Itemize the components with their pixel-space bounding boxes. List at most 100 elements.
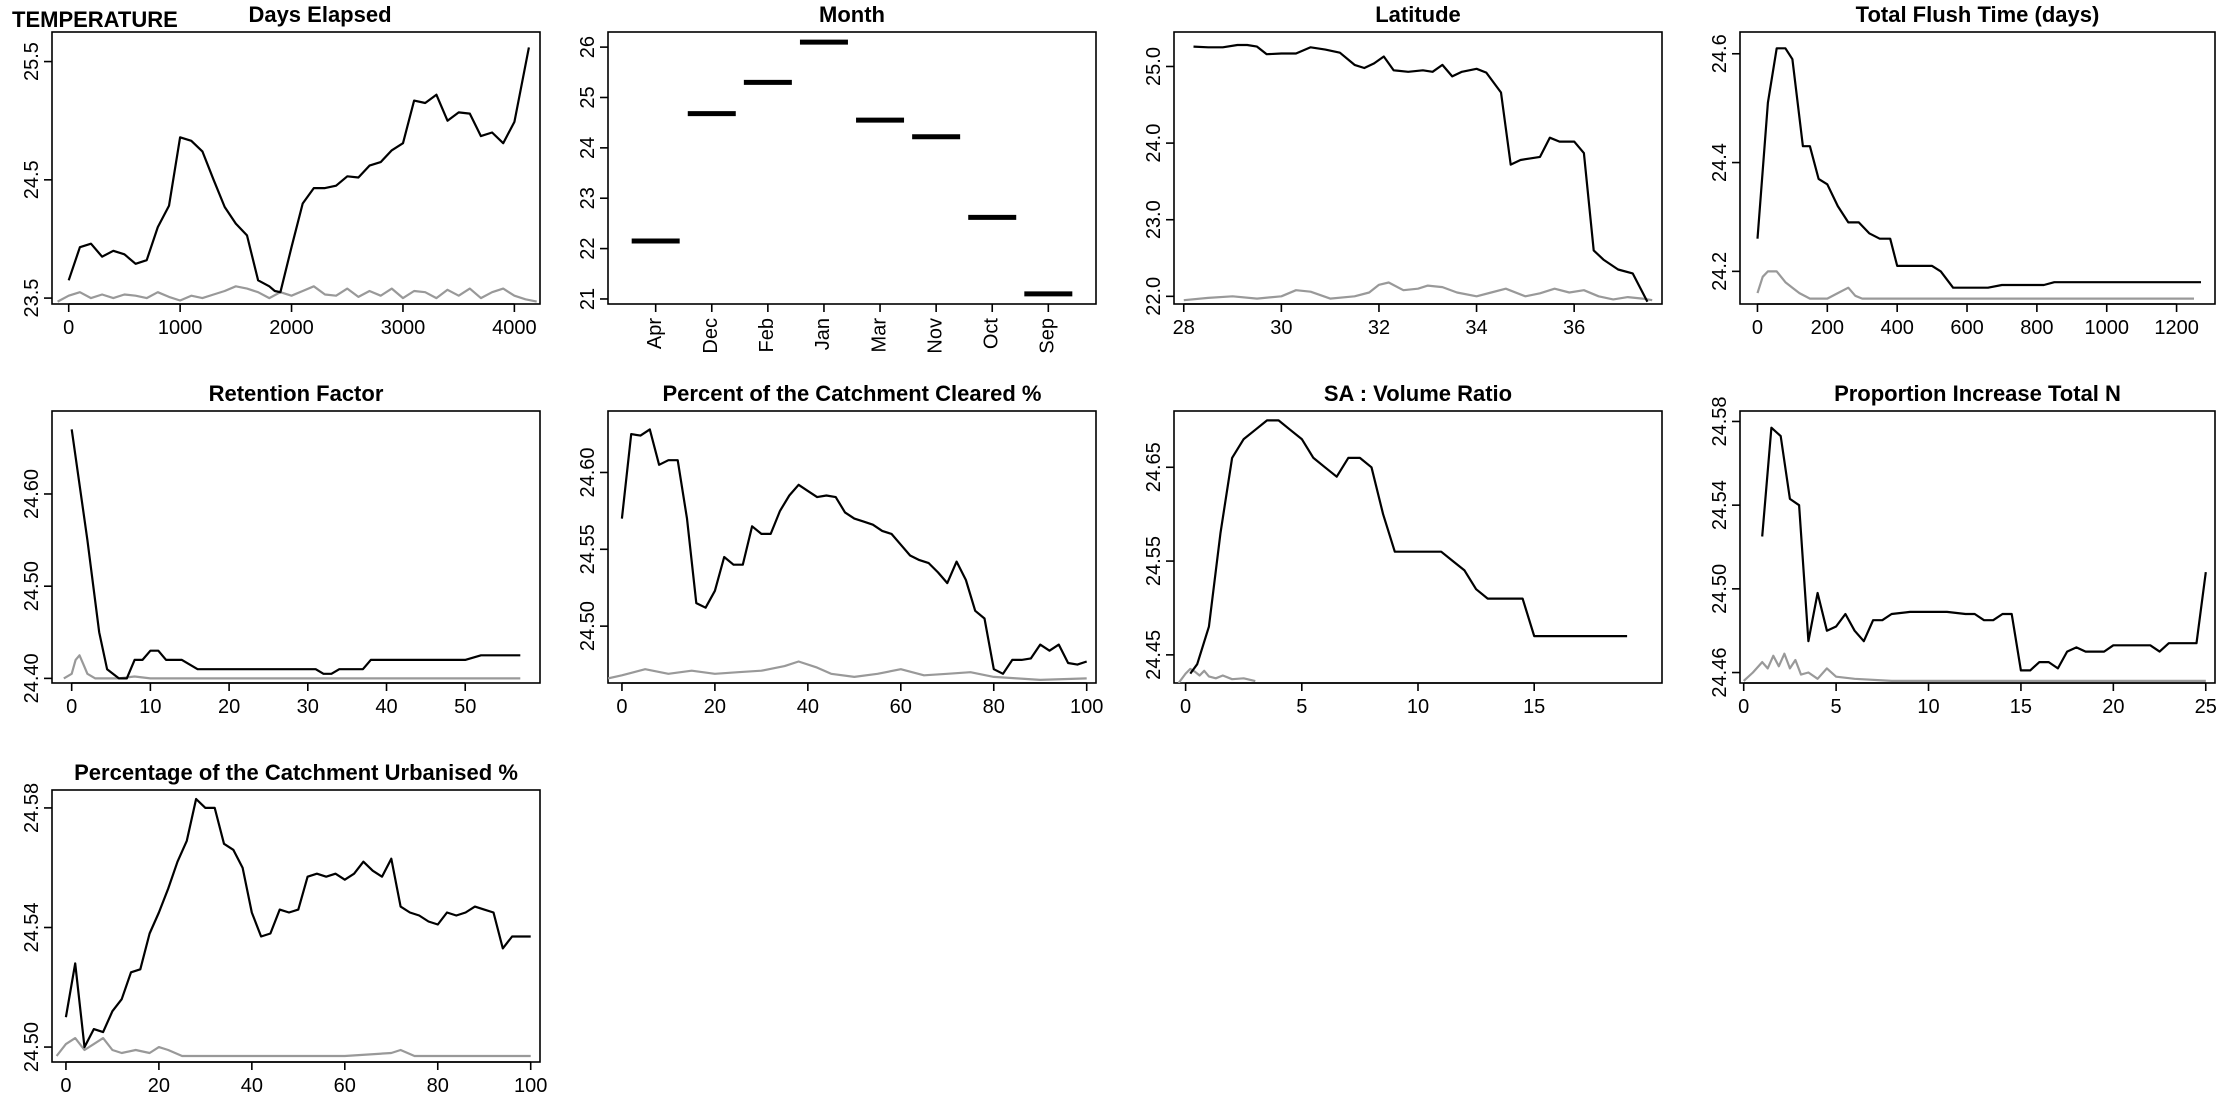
density-line <box>1742 652 2206 683</box>
y-tick-label: 24 <box>577 137 599 159</box>
y-tick-label: 24.55 <box>1143 536 1165 586</box>
x-tick-label: 100 <box>1070 696 1103 718</box>
density-line <box>57 285 537 303</box>
y-tick-label: 24.4 <box>1709 143 1731 182</box>
y-tick-label: 24.55 <box>577 524 599 574</box>
x-tick-label: 32 <box>1368 317 1390 339</box>
x-tick-label: 4000 <box>492 317 537 339</box>
x-tick-label: 30 <box>1270 317 1292 339</box>
density-line <box>608 660 1087 682</box>
y-tick-label: 25.0 <box>1143 47 1165 86</box>
panel-title: Latitude <box>1375 2 1461 27</box>
partial-dependence-line <box>1756 47 2201 289</box>
x-tick-label: 28 <box>1173 317 1195 339</box>
panel-title: Days Elapsed <box>248 2 391 27</box>
x-tick-label: 1000 <box>2084 317 2129 339</box>
y-tick-label: 24.54 <box>1709 480 1731 530</box>
panel-title: Percent of the Catchment Cleared % <box>663 381 1042 406</box>
panel-latitude: Latitude 22.0 23.0 24.0 25.0 28 30 32 34 36 <box>1143 2 1663 339</box>
y-tick-label: 24.46 <box>1709 648 1731 698</box>
x-tick-label: 1000 <box>158 317 203 339</box>
y-tick-label: 24.0 <box>1143 124 1165 163</box>
x-tick-label: 40 <box>375 696 397 718</box>
x-tick-label: 0 <box>66 696 77 718</box>
y-tick-label: 24.6 <box>1709 34 1731 73</box>
y-tick-label: 24.60 <box>577 447 599 497</box>
x-tick-label: 20 <box>218 696 240 718</box>
panel-title: Retention Factor <box>209 381 384 406</box>
x-tick-label: Feb <box>756 318 778 352</box>
y-tick-label: 22.0 <box>1143 277 1165 316</box>
x-tick-label: Nov <box>924 318 946 354</box>
partial-dependence-line <box>620 428 1088 675</box>
x-tick-label: 1200 <box>2154 317 2199 339</box>
y-tick-label: 21 <box>577 288 599 310</box>
partial-dependence-line <box>1193 43 1649 303</box>
y-tick-label: 24.65 <box>1143 442 1165 492</box>
y-tick-label: 24.50 <box>21 1022 43 1072</box>
x-tick-label: 5 <box>1831 696 1842 718</box>
x-tick-label: 60 <box>334 1075 356 1096</box>
x-tick-label: Apr <box>644 318 666 349</box>
panel-title: SA : Volume Ratio <box>1324 381 1512 406</box>
panel-days-elapsed: Days Elapsed 23.5 24.5 25.5 0 1000 2000 3000 400… <box>21 2 541 339</box>
partial-dependence-line <box>1761 426 2207 672</box>
y-tick-label: 25 <box>577 86 599 108</box>
panel-title: Percentage of the Catchment Urbanised % <box>74 760 518 785</box>
x-tick-label: 10 <box>1407 696 1429 718</box>
x-tick-label: 34 <box>1465 317 1487 339</box>
x-tick-label: 0 <box>1180 696 1191 718</box>
panel-percent-of-the-catchment-cleared: Percent of the Catchment Cleared % 24.50 2… <box>577 381 1103 718</box>
panel-proportion-increase-total-n: Proportion Increase Total N 24.46 24.50 24.… <box>1709 381 2217 718</box>
y-tick-label: 24.40 <box>21 653 43 703</box>
x-tick-label: 200 <box>1811 317 1844 339</box>
y-tick-label: 24.2 <box>1709 252 1731 291</box>
x-tick-label: 100 <box>514 1075 547 1096</box>
x-tick-label: 20 <box>2102 696 2124 718</box>
x-tick-label: 36 <box>1563 317 1585 339</box>
x-tick-label: 800 <box>2020 317 2053 339</box>
x-tick-label: 600 <box>1950 317 1983 339</box>
panel-title: Proportion Increase Total N <box>1834 381 2121 406</box>
partial-dependence-line <box>70 429 521 680</box>
plot-frame <box>607 410 1097 684</box>
panel-sa-volume-ratio: SA : Volume Ratio 24.45 24.55 24.65 0 5 10 15 <box>1143 381 1663 718</box>
plot-frame <box>1739 410 2216 684</box>
panel-retention-factor: Retention Factor 24.40 24.50 24.60 0 10 20 30 40… <box>21 381 541 718</box>
x-tick-label: 0 <box>63 317 74 339</box>
panel-total-flush-time-days: Total Flush Time (days) 24.2 24.4 24.6 0 200 4… <box>1709 2 2216 339</box>
y-tick-label: 26 <box>577 36 599 58</box>
plot-frame <box>51 789 541 1063</box>
x-tick-label: 25 <box>2195 696 2217 718</box>
plot-frame <box>51 410 541 684</box>
x-tick-label: 80 <box>427 1075 449 1096</box>
y-tick-label: 23.0 <box>1143 200 1165 239</box>
x-tick-label: 0 <box>1738 696 1749 718</box>
x-tick-label: 10 <box>1917 696 1939 718</box>
x-tick-label: 0 <box>1752 317 1763 339</box>
x-tick-label: Oct <box>981 318 1003 350</box>
y-tick-label: 24.50 <box>1709 564 1731 614</box>
y-tick-label: 24.50 <box>577 601 599 651</box>
y-tick-label: 23 <box>577 187 599 209</box>
plot-frame <box>51 31 541 305</box>
panel-month: Month 21 22 23 24 25 26 Apr Dec Feb Jan Mar Nov Oct Se… <box>577 2 1097 354</box>
x-tick-label: 2000 <box>269 317 314 339</box>
x-tick-label: 0 <box>60 1075 71 1096</box>
x-tick-label: Mar <box>868 318 890 353</box>
x-tick-label: 400 <box>1880 317 1913 339</box>
y-tick-label: 24.60 <box>21 469 43 519</box>
density-line <box>1177 667 1256 683</box>
x-tick-label: 0 <box>616 696 627 718</box>
y-tick-label: 24.54 <box>21 902 43 952</box>
x-tick-label: Sep <box>1037 318 1059 354</box>
x-tick-label: 5 <box>1296 696 1307 718</box>
y-tick-label: 24.58 <box>1709 396 1731 446</box>
plot-frame <box>1739 31 2216 305</box>
x-tick-label: 40 <box>241 1075 263 1096</box>
plot-frame <box>1173 31 1663 305</box>
y-tick-label: 24.5 <box>21 160 43 199</box>
x-tick-label: Dec <box>700 318 722 354</box>
panel-title: Month <box>819 2 885 27</box>
